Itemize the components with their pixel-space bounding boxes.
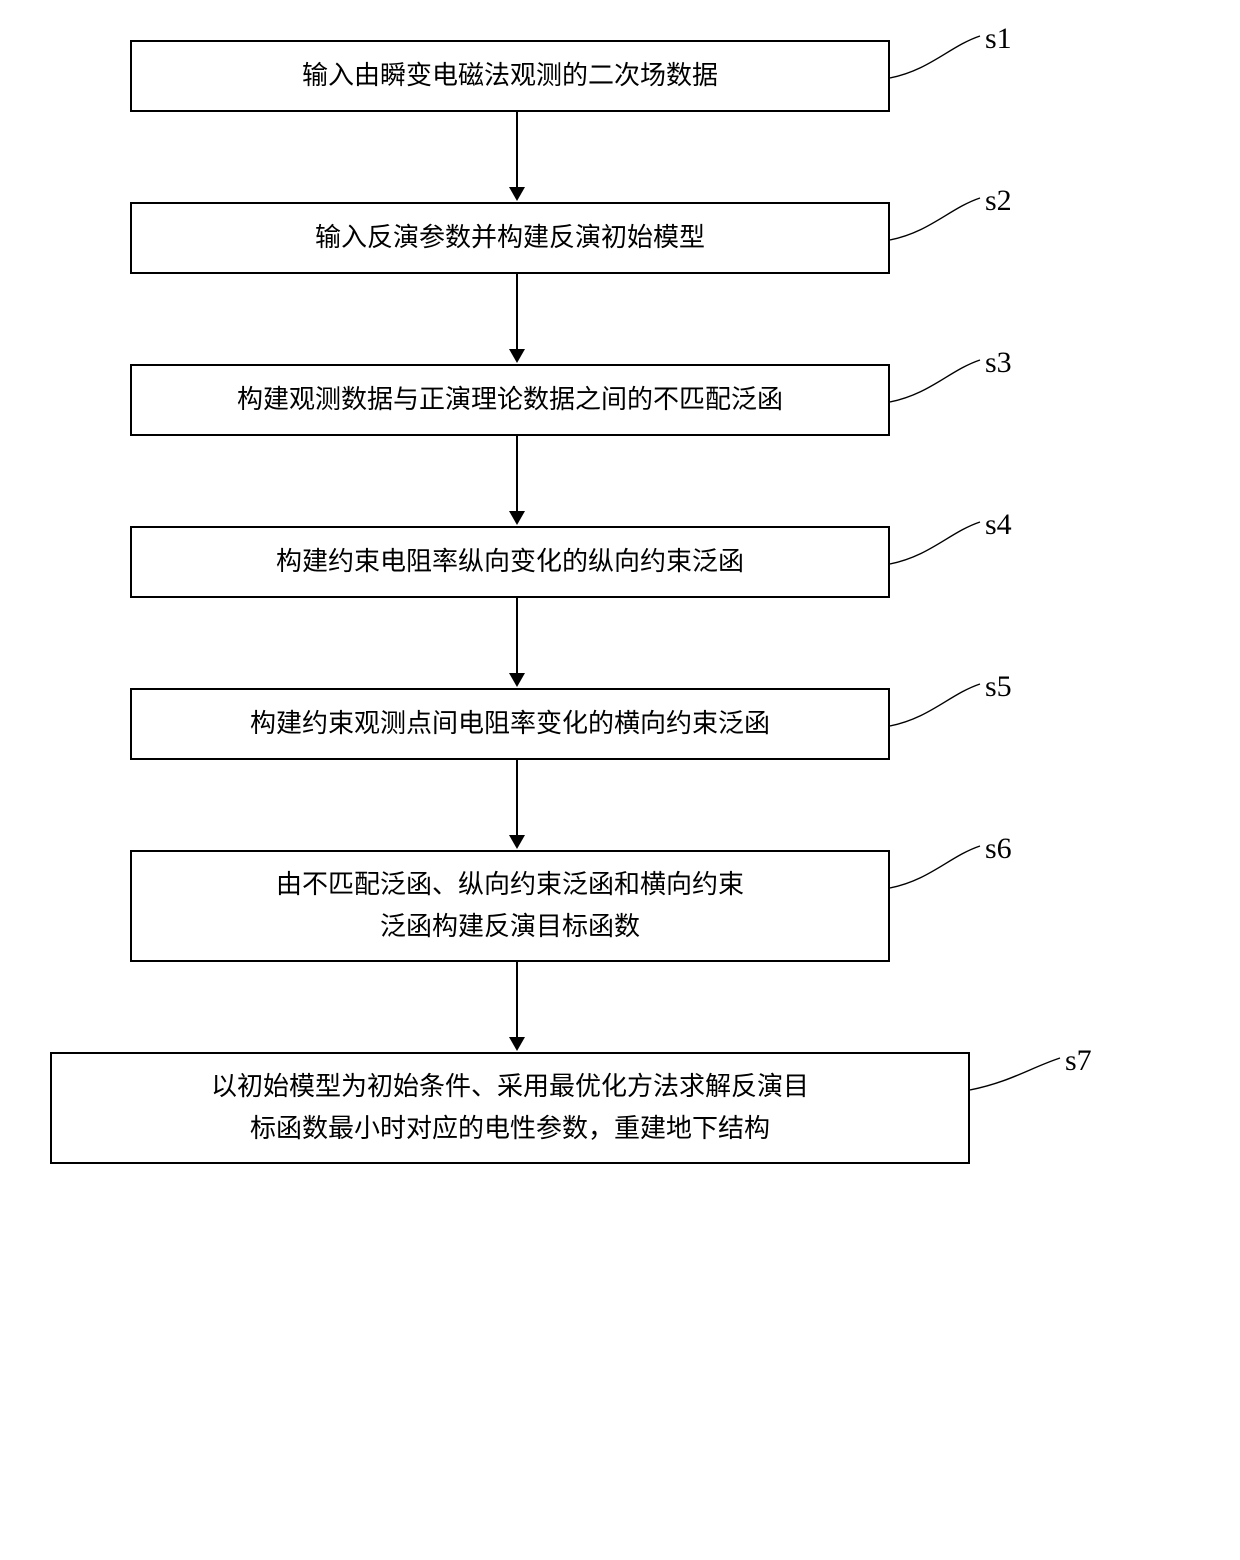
step-text: 输入由瞬变电磁法观测的二次场数据 [302, 55, 718, 97]
step-box-s6: 由不匹配泛函、纵向约束泛函和横向约束泛函构建反演目标函数 [130, 850, 890, 962]
step-row-s2: 输入反演参数并构建反演初始模型 s2 [30, 202, 1210, 274]
step-label-s1: s1 [985, 22, 1012, 56]
step-box-s4: 构建约束电阻率纵向变化的纵向约束泛函 [130, 526, 890, 598]
flowchart-container: 输入由瞬变电磁法观测的二次场数据 s1 输入反演参数并构建反演初始模型 s2 构建观测数… [30, 40, 1210, 1164]
step-row-s1: 输入由瞬变电磁法观测的二次场数据 s1 [30, 40, 1210, 112]
step-row-s4: 构建约束电阻率纵向变化的纵向约束泛函 s4 [30, 526, 1210, 598]
arrow-s6-to-s7 [30, 962, 1210, 1052]
arrow-s4-to-s5 [30, 598, 1210, 688]
step-box-s2: 输入反演参数并构建反演初始模型 [130, 202, 890, 274]
step-text: 以初始模型为初始条件、采用最优化方法求解反演目标函数最小时对应的电性参数，重建地… [211, 1066, 809, 1149]
step-text: 构建观测数据与正演理论数据之间的不匹配泛函 [237, 379, 783, 421]
label-cell-s5: s5 [890, 688, 1070, 760]
step-text: 构建约束观测点间电阻率变化的横向约束泛函 [250, 703, 770, 745]
label-cell-s3: s3 [890, 364, 1070, 436]
arrow-s2-to-s3 [30, 274, 1210, 364]
step-label-s2: s2 [985, 184, 1012, 218]
step-label-s4: s4 [985, 508, 1012, 542]
arrow-s3-to-s4 [30, 436, 1210, 526]
step-row-s3: 构建观测数据与正演理论数据之间的不匹配泛函 s3 [30, 364, 1210, 436]
arrow-s1-to-s2 [30, 112, 1210, 202]
arrow-s5-to-s6 [30, 760, 1210, 850]
step-box-s1: 输入由瞬变电磁法观测的二次场数据 [130, 40, 890, 112]
step-label-s5: s5 [985, 670, 1012, 704]
step-row-s5: 构建约束观测点间电阻率变化的横向约束泛函 s5 [30, 688, 1210, 760]
label-cell-s6: s6 [890, 850, 1070, 962]
step-row-s7: 以初始模型为初始条件、采用最优化方法求解反演目标函数最小时对应的电性参数，重建地… [30, 1052, 1210, 1164]
step-row-s6: 由不匹配泛函、纵向约束泛函和横向约束泛函构建反演目标函数 s6 [30, 850, 1210, 962]
step-box-s5: 构建约束观测点间电阻率变化的横向约束泛函 [130, 688, 890, 760]
step-box-s7: 以初始模型为初始条件、采用最优化方法求解反演目标函数最小时对应的电性参数，重建地… [50, 1052, 970, 1164]
label-cell-s4: s4 [890, 526, 1070, 598]
step-label-s6: s6 [985, 832, 1012, 866]
step-text: 输入反演参数并构建反演初始模型 [315, 217, 705, 259]
label-cell-s1: s1 [890, 40, 1070, 112]
label-cell-s2: s2 [890, 202, 1070, 274]
step-label-s3: s3 [985, 346, 1012, 380]
step-text: 构建约束电阻率纵向变化的纵向约束泛函 [276, 541, 744, 583]
step-box-s3: 构建观测数据与正演理论数据之间的不匹配泛函 [130, 364, 890, 436]
step-text: 由不匹配泛函、纵向约束泛函和横向约束泛函构建反演目标函数 [276, 864, 744, 947]
label-cell-s7: s7 [970, 1052, 1150, 1164]
step-label-s7: s7 [1065, 1044, 1092, 1078]
